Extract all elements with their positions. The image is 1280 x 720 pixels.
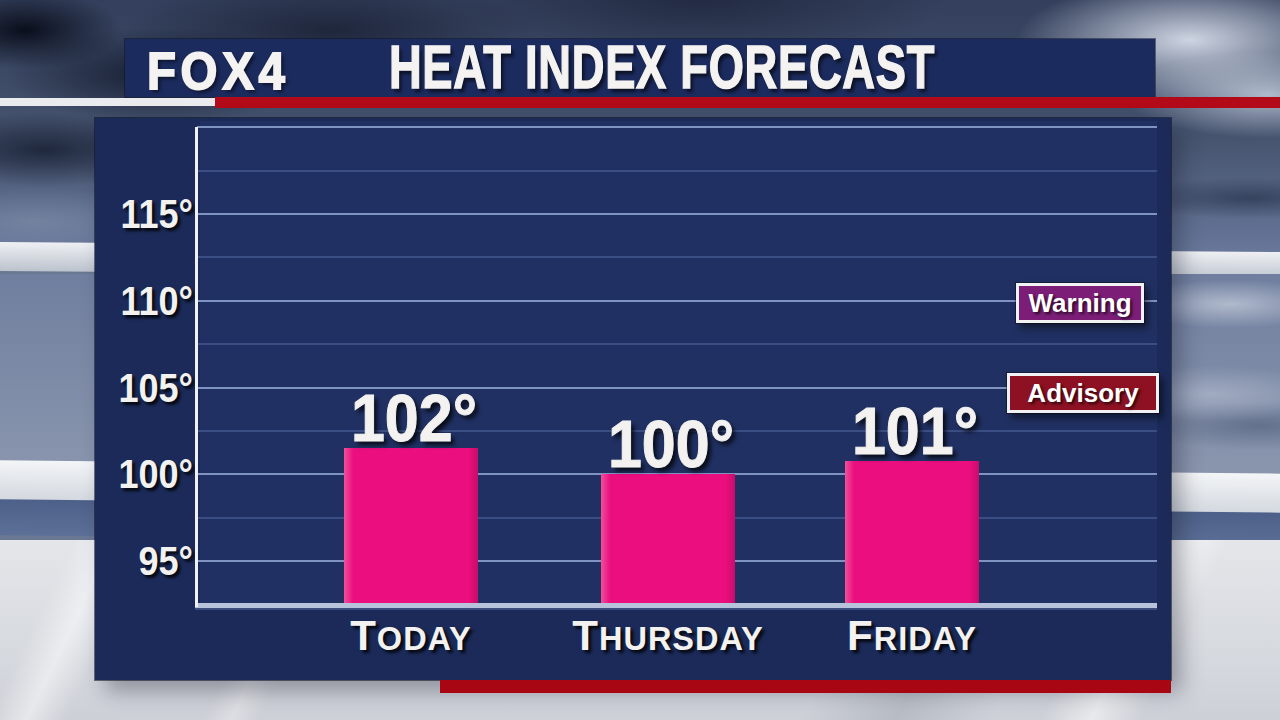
badge-label: Warning — [1028, 288, 1131, 319]
chart-panel: 115°110°105°100°95° 102°TODAY100°THURSDA… — [95, 118, 1171, 680]
day-label-today: TODAY — [350, 613, 472, 659]
badge-label: Advisory — [1027, 378, 1138, 409]
white-accent-strip — [0, 98, 215, 106]
bar-value-label: 101° — [852, 400, 978, 462]
gridline-117.5 — [197, 170, 1157, 172]
y-tick-label: 110° — [49, 281, 193, 321]
y-tick-label: 115° — [49, 194, 193, 234]
gridline-110 — [197, 300, 1157, 302]
weather-graphic: FOX4 HEAT INDEX FORECAST 115° 110° 105° 100… — [0, 0, 1280, 720]
day-label-thursday: THURSDAY — [572, 613, 763, 659]
bar-value-label: 100° — [608, 413, 734, 475]
gridline-115 — [197, 213, 1157, 215]
gridline-120 — [197, 126, 1157, 128]
badge-advisory: Advisory — [1007, 373, 1159, 413]
y-tick-label: 95° — [49, 541, 193, 581]
red-accent-stripe — [215, 97, 1280, 108]
station-logo: FOX4 — [147, 42, 289, 101]
bottom-red-bar — [440, 680, 1171, 693]
y-axis-line — [195, 127, 198, 607]
y-tick-label: 105° — [49, 368, 193, 408]
bar-today — [344, 448, 478, 606]
page-title: HEAT INDEX FORECAST — [389, 31, 935, 102]
badge-warning: Warning — [1016, 283, 1144, 323]
bar-value-label: 102° — [351, 387, 477, 449]
day-label-friday: FRIDAY — [847, 613, 977, 659]
bar-thursday — [601, 474, 735, 606]
x-axis-baseline — [195, 603, 1157, 610]
header-bar: FOX4 HEAT INDEX FORECAST — [125, 39, 1155, 97]
y-tick-label: 100° — [49, 454, 193, 494]
gridline-112.5 — [197, 256, 1157, 258]
bar-friday — [845, 461, 979, 606]
gridline-107.5 — [197, 343, 1157, 345]
